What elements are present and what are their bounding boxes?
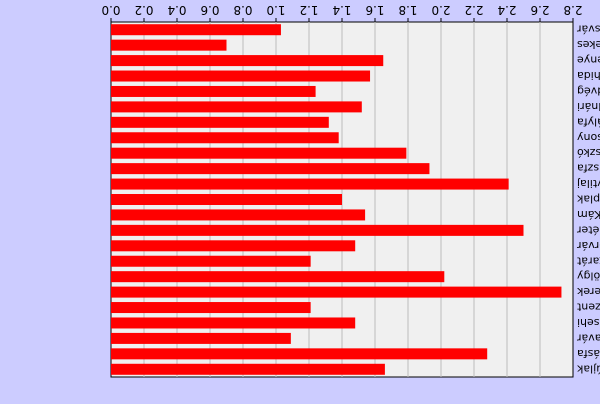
bar [111,70,371,82]
y-category-label: Csipkerek [576,285,600,298]
x-tick-label: 2.4 [497,3,516,17]
bar [111,178,509,190]
x-tick-label: 2.6 [530,3,549,17]
y-category-label: Nagytilaj [577,177,600,190]
x-axis-ticks [110,18,574,22]
x-tick-label: 2.2 [464,3,483,17]
bar [111,85,316,97]
x-tick-label: 0.8 [233,3,252,17]
y-category-label: Mikosszéplak [576,193,600,206]
y-category-label: Bérbaltavár [577,331,600,344]
bar [111,194,342,205]
bar [111,55,384,67]
x-axis-tick-labels: 0.0 0.2 0.4 0.6 0.8 1.0 1.2 1.4 1.6 1.8 2.0 2.2 2.4 2… [101,3,582,17]
x-tick-label: 0.4 [167,3,186,17]
bar [111,132,339,144]
y-category-label: Kám [577,208,600,221]
bar [111,255,311,267]
y-category-label: Rábahídvég [577,84,600,97]
x-tick-label: 1.0 [266,3,285,17]
bars [111,24,562,375]
bar [111,116,329,128]
x-tick-label: 1.4 [332,3,351,17]
x-tick-label: 0.6 [200,3,219,17]
x-tick-label: 1.2 [299,3,318,17]
x-tick-label: 1.8 [398,3,417,17]
y-category-label: Gersekarát [576,254,600,267]
x-tick-label: 2.0 [431,3,450,17]
y-category-label: Telekes [577,38,600,51]
bar [111,286,562,298]
y-category-label: Hegyhátszentpéter [577,223,600,236]
bar [111,317,356,329]
bar [111,24,281,36]
x-tick-label: 0.0 [101,3,120,17]
y-category-label: Szemenye [577,54,600,67]
x-tick-label: 0.2 [134,3,153,17]
y-category-label: Alsóújlak [576,362,600,375]
y-category-label: Andrásfa [577,347,600,360]
bar [111,147,407,159]
bar [111,302,311,314]
y-category-label: Sárhida [577,69,600,82]
x-tick-label: 2.8 [563,3,582,17]
x-tick-label: 1.6 [365,3,384,17]
y-category-label: Csehimindszent [576,301,600,314]
bar [111,271,445,283]
y-category-label: Egervölgy [577,270,600,283]
y-axis-category-labels: Vasvár Telekes Szemenye Sárhida Rábahídvég Pü… [576,23,600,376]
bar [111,240,356,252]
y-category-label: Olaszfa [577,162,600,175]
y-category-label: Pácsony [577,131,600,144]
bar [111,39,227,51]
bar [111,348,488,360]
y-category-label: Vasvár [577,23,600,36]
y-category-label: Püspökmolnári [577,100,600,113]
bar [111,101,362,113]
y-category-label: Petőmihályfa [577,115,600,128]
bar [111,363,385,375]
y-category-label: Csehi [577,316,600,329]
bar [111,224,524,236]
bar [111,332,291,344]
y-category-label: Győrvár [577,239,600,252]
bar [111,163,430,175]
y-category-label: Oszkó [577,146,600,159]
bar [111,209,366,221]
